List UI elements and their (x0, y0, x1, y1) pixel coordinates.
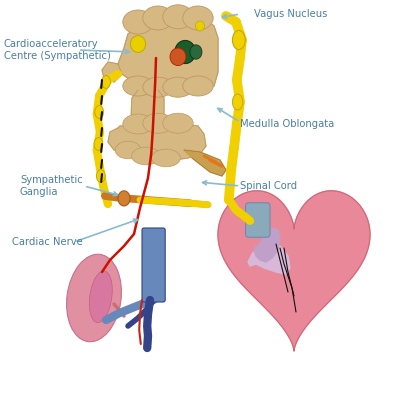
Ellipse shape (115, 141, 141, 159)
Ellipse shape (163, 5, 193, 29)
Ellipse shape (123, 114, 153, 134)
Ellipse shape (102, 76, 110, 88)
FancyBboxPatch shape (142, 228, 165, 302)
Text: Sympathetic
Ganglia: Sympathetic Ganglia (20, 175, 83, 197)
Ellipse shape (95, 106, 104, 118)
Ellipse shape (118, 191, 130, 206)
Polygon shape (184, 150, 226, 176)
Ellipse shape (89, 271, 112, 322)
Ellipse shape (232, 30, 245, 50)
Ellipse shape (143, 6, 173, 30)
Ellipse shape (190, 45, 202, 59)
Ellipse shape (163, 113, 193, 133)
Ellipse shape (143, 113, 173, 133)
Text: Cardioacceleratory
Centre (Sympathetic): Cardioacceleratory Centre (Sympathetic) (4, 39, 111, 61)
Ellipse shape (123, 76, 153, 96)
Polygon shape (131, 90, 164, 122)
Polygon shape (254, 228, 280, 262)
Ellipse shape (183, 6, 213, 30)
Polygon shape (118, 14, 218, 90)
Ellipse shape (132, 147, 160, 165)
Text: Vagus Nucleus: Vagus Nucleus (254, 9, 327, 19)
Polygon shape (108, 124, 206, 160)
Ellipse shape (196, 21, 204, 31)
Text: Spinal Cord: Spinal Cord (240, 181, 297, 191)
Ellipse shape (94, 138, 103, 150)
FancyBboxPatch shape (246, 203, 270, 237)
Ellipse shape (123, 10, 153, 34)
Ellipse shape (175, 40, 196, 64)
Ellipse shape (130, 36, 146, 52)
Text: Cardiac Nerve: Cardiac Nerve (12, 237, 83, 247)
Polygon shape (218, 191, 370, 351)
Ellipse shape (183, 76, 213, 96)
Ellipse shape (96, 170, 105, 182)
Ellipse shape (170, 48, 186, 66)
Polygon shape (102, 62, 122, 82)
Ellipse shape (163, 77, 193, 97)
Ellipse shape (143, 77, 173, 97)
Polygon shape (248, 242, 290, 274)
Ellipse shape (66, 254, 122, 342)
Ellipse shape (152, 149, 180, 167)
Ellipse shape (232, 94, 243, 110)
Text: Medulla Oblongata: Medulla Oblongata (240, 119, 334, 129)
